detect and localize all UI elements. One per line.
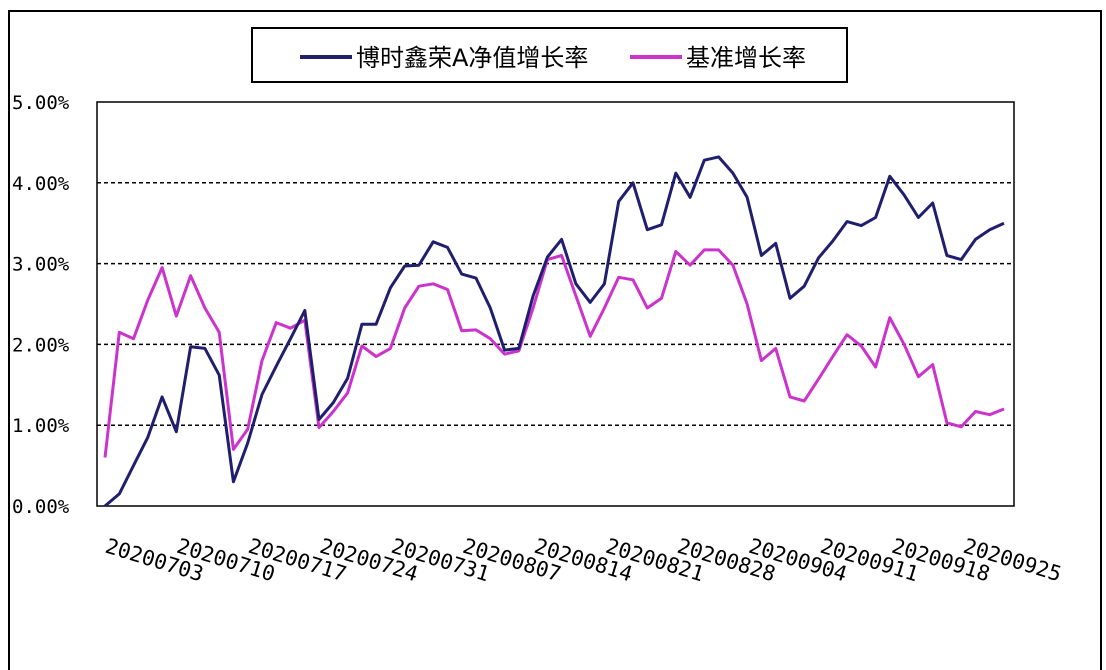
y-tick-label: 4.00% <box>12 173 70 195</box>
y-tick-label: 0.00% <box>12 496 70 518</box>
x-axis-ticks: 2020070320200710202007172020072420200731… <box>103 534 1065 587</box>
series-line-1 <box>104 155 1005 508</box>
series-lines <box>103 155 1005 508</box>
legend: 博时鑫荣A净值增长率 基准增长率 <box>251 27 848 83</box>
y-axis-ticks: 0.00% 1.00% 2.00% 3.00% 4.00% 5.00% <box>12 92 70 518</box>
chart-frame <box>8 10 1102 670</box>
y-tick-label: 3.00% <box>12 254 70 276</box>
legend-label-series-1: 博时鑫荣A净值增长率 <box>356 44 588 72</box>
y-tick-label: 1.00% <box>12 415 70 437</box>
series-line-2 <box>103 248 1005 458</box>
line-chart: 0.00% 1.00% 2.00% 3.00% 4.00% 5.00% 202007032… <box>12 27 1065 587</box>
y-tick-label: 2.00% <box>12 334 70 356</box>
legend-label-series-2: 基准增长率 <box>686 44 806 72</box>
y-tick-label: 5.00% <box>12 92 70 114</box>
